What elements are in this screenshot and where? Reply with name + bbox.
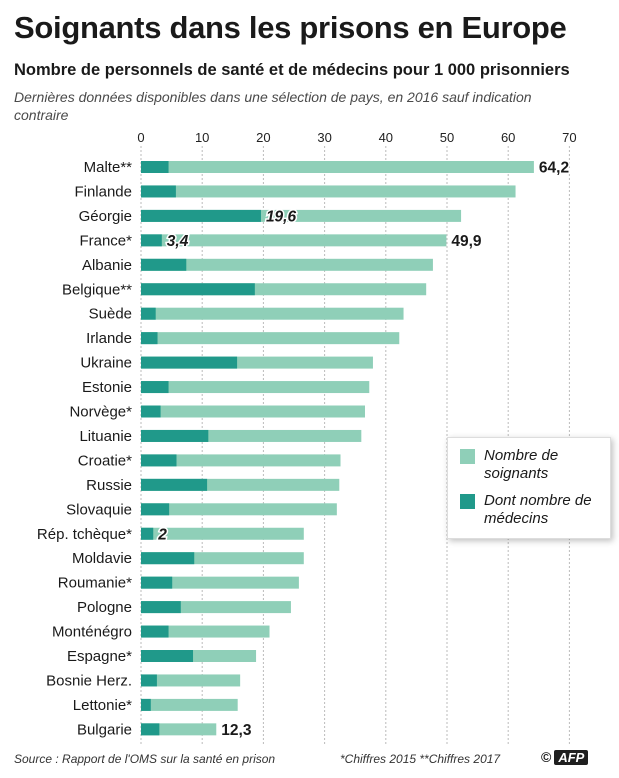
bar-soignants-albanie xyxy=(141,258,433,271)
category-label-croatie: Croatie* xyxy=(78,452,132,469)
source-note: Source : Rapport de l'OMS sur la santé e… xyxy=(14,752,276,766)
category-label-norvege: Norvège* xyxy=(69,404,132,421)
bar-soignants-croatie xyxy=(141,454,341,467)
bar-soignants-irlande xyxy=(141,332,400,345)
chart-note: Dernières données disponibles dans une s… xyxy=(14,89,532,123)
bar-medecins-ukraine xyxy=(141,356,238,369)
category-label-slovaquie: Slovaquie xyxy=(66,501,132,518)
data-label-france-soignants: 49,9 xyxy=(451,233,482,250)
bar-soignants-suede xyxy=(141,307,404,320)
data-label-bulgarie-soignants: 12,3 xyxy=(221,722,252,739)
bar-soignants-france xyxy=(141,234,447,247)
x-tick-label-40: 40 xyxy=(379,130,393,145)
bar-medecins-bulgarie xyxy=(141,723,160,736)
afp-logo: AFP xyxy=(554,750,589,765)
x-tick-label-30: 30 xyxy=(317,130,331,145)
bar-medecins-pologne xyxy=(141,601,181,614)
chart-title: Soignants dans les prisons en Europe xyxy=(14,10,567,45)
bar-medecins-malte xyxy=(141,161,169,173)
category-label-moldavie: Moldavie xyxy=(72,550,132,567)
bar-medecins-norvege xyxy=(141,405,161,418)
legend-item-medecins: Dont nombre de médecins xyxy=(460,492,594,528)
category-label-france: France* xyxy=(79,232,132,249)
bar-medecins-slovaquie xyxy=(141,503,170,516)
category-label-pologne: Pologne xyxy=(77,599,132,616)
bar-medecins-russie xyxy=(141,478,208,491)
category-label-albanie: Albanie xyxy=(82,257,132,274)
category-label-rep-tcheque: Rép. tchèque* xyxy=(37,526,132,543)
category-label-malte: Malte** xyxy=(84,159,133,176)
category-label-espagne: Espagne* xyxy=(67,648,132,665)
bar-medecins-montenegro xyxy=(141,625,169,638)
data-label-france-medecins: 3,4 xyxy=(167,233,189,250)
legend-swatch-medecins xyxy=(460,494,475,509)
data-label-rep-tcheque-medecins: 2 xyxy=(157,526,167,543)
bar-medecins-georgie xyxy=(141,209,261,222)
category-label-russie: Russie xyxy=(86,477,132,494)
bar-medecins-finlande xyxy=(141,185,176,198)
x-tick-label-60: 60 xyxy=(501,130,515,145)
category-label-irlande: Irlande xyxy=(86,330,132,347)
copyright-symbol: © xyxy=(541,749,552,765)
data-label-malte-soignants: 64,2 xyxy=(539,160,569,177)
x-tick-label-70: 70 xyxy=(562,130,576,145)
category-label-ukraine: Ukraine xyxy=(80,355,132,372)
bar-medecins-albanie xyxy=(141,258,187,271)
category-label-bosnie-herz: Bosnie Herz. xyxy=(46,672,132,689)
bar-medecins-bosnie-herz xyxy=(141,674,157,687)
bar-medecins-croatie xyxy=(141,454,177,467)
bar-medecins-lituanie xyxy=(141,429,209,442)
category-label-georgie: Géorgie xyxy=(79,208,132,225)
bar-soignants-bosnie-herz xyxy=(141,674,241,687)
footnote: *Chiffres 2015 **Chiffres 2017 xyxy=(340,752,501,766)
bar-medecins-espagne xyxy=(141,650,194,662)
legend-item-soignants: Nombre de soignants xyxy=(460,447,594,483)
x-tick-label-0: 0 xyxy=(137,130,144,145)
bar-soignants-montenegro xyxy=(141,625,270,638)
category-label-suede: Suède xyxy=(89,306,132,323)
x-tick-label-50: 50 xyxy=(440,130,454,145)
bar-medecins-france xyxy=(141,234,162,247)
bar-medecins-suede xyxy=(141,307,156,320)
credit: © AFP xyxy=(541,749,589,765)
legend-label-medecins: Dont nombre de médecins xyxy=(484,492,592,527)
bar-chart: 0 10 20 30 40 50 60 70 Malte** Finlande Géorgie Fra… xyxy=(37,130,577,745)
category-label-montenegro: Monténégro xyxy=(52,624,132,641)
bar-medecins-irlande xyxy=(141,332,158,345)
bar-soignants-norvege xyxy=(141,405,365,418)
bar-medecins-belgique xyxy=(141,283,255,296)
bar-soignants-bulgarie xyxy=(141,723,217,736)
x-tick-label-20: 20 xyxy=(256,130,270,145)
bar-medecins-rep-tcheque xyxy=(141,527,154,540)
legend-label-soignants: Nombre de soignants xyxy=(484,447,559,482)
bar-soignants-malte xyxy=(141,161,534,173)
bar-soignants-rep-tcheque xyxy=(141,527,304,540)
bar-medecins-lettonie xyxy=(141,698,151,711)
chart-subtitle: Nombre de personnels de santé et de méde… xyxy=(14,61,570,79)
category-label-finlande: Finlande xyxy=(74,183,132,200)
data-label-georgie-medecins: 19,6 xyxy=(266,208,297,225)
category-label-estonie: Estonie xyxy=(82,379,132,396)
bar-soignants-finlande xyxy=(141,185,516,198)
category-label-bulgarie: Bulgarie xyxy=(77,721,132,738)
bar-soignants-roumanie xyxy=(141,576,299,589)
bar-soignants-lettonie xyxy=(141,698,238,711)
category-label-lituanie: Lituanie xyxy=(79,428,132,445)
bar-medecins-moldavie xyxy=(141,552,195,565)
x-tick-label-10: 10 xyxy=(195,130,209,145)
bar-soignants-estonie xyxy=(141,381,370,394)
category-label-roumanie: Roumanie* xyxy=(58,575,132,592)
bar-soignants-slovaquie xyxy=(141,503,337,516)
legend-swatch-soignants xyxy=(460,449,475,464)
legend: Nombre de soignants Dont nombre de médec… xyxy=(447,437,611,539)
category-label-lettonie: Lettonie* xyxy=(73,697,132,714)
category-label-belgique: Belgique** xyxy=(62,281,132,298)
bar-medecins-roumanie xyxy=(141,576,173,589)
bar-medecins-estonie xyxy=(141,381,169,394)
